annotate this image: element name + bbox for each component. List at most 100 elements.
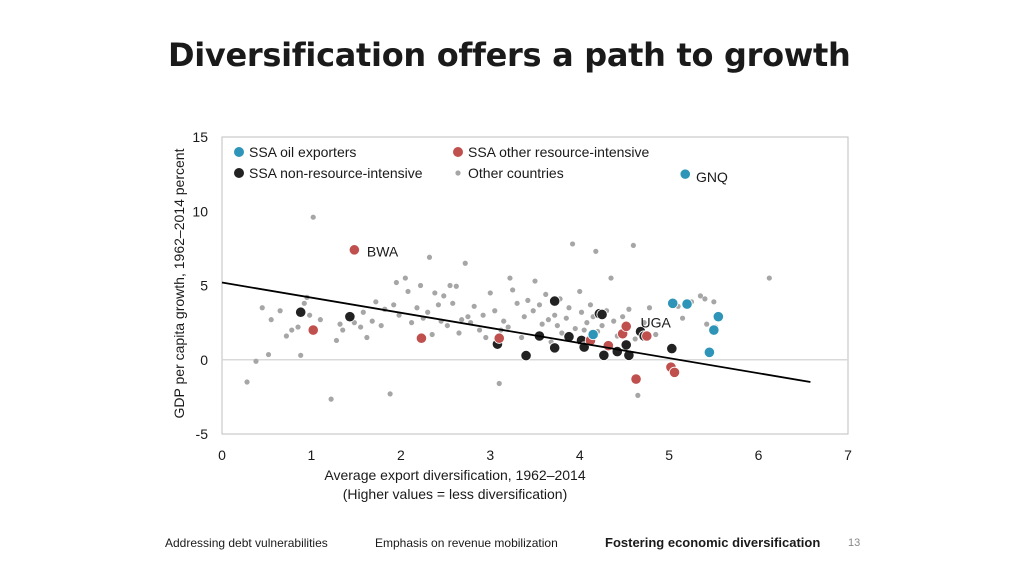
point-other (432, 290, 438, 296)
legend-label-other: Other countries (468, 165, 564, 181)
point-other-resource (415, 332, 428, 344)
point-other (333, 337, 340, 344)
point-other (453, 283, 459, 289)
point-other (259, 305, 265, 311)
point-other (584, 320, 590, 326)
point-other (711, 299, 717, 305)
point-other (487, 290, 493, 296)
point-other (471, 303, 477, 309)
page-title: Diversification offers a path to growth (168, 36, 851, 74)
point-other (483, 334, 489, 341)
point-other (310, 214, 316, 220)
point-oil (708, 324, 720, 336)
point-other (554, 322, 560, 329)
point-other (462, 260, 468, 266)
point-other-resource (630, 373, 642, 385)
point-other (587, 302, 594, 308)
point-other (301, 300, 307, 306)
point-other (429, 331, 435, 338)
x-tick-label: 1 (308, 447, 316, 463)
point-other (459, 317, 465, 323)
x-tick-label: 6 (755, 447, 763, 463)
annotation-bwa: BWA (367, 243, 399, 259)
y-axis-label: GDP per capita growth, 1962–2014 percent (171, 148, 187, 418)
point-other (340, 327, 346, 333)
point-other (444, 322, 450, 329)
x-tick-label: 0 (218, 447, 226, 463)
point-other (417, 282, 424, 289)
point-other (525, 297, 531, 303)
point-other (611, 318, 617, 324)
point-other (572, 325, 578, 332)
y-tick-label: 0 (200, 352, 208, 368)
point-other (539, 321, 545, 327)
point-other (265, 351, 272, 358)
point-other (408, 320, 415, 326)
point-other (476, 327, 483, 333)
point-other (545, 317, 552, 323)
point-other (536, 302, 543, 308)
x-tick-label: 5 (665, 447, 673, 463)
point-other-resource (668, 366, 681, 378)
legend-marker-oil (234, 147, 244, 157)
point-other (608, 275, 614, 281)
point-other (387, 391, 393, 397)
point-other-resource (620, 320, 632, 332)
point-other (501, 318, 507, 324)
point-other (393, 279, 399, 286)
point-other (552, 312, 558, 318)
legend-label-other-resource: SSA other resource-intensive (468, 144, 650, 160)
point-other (414, 305, 420, 311)
point-other (358, 324, 364, 330)
x-tick-label: 3 (486, 447, 494, 463)
point-other (289, 327, 295, 333)
point-other (277, 308, 283, 314)
point-other (505, 324, 511, 330)
point-oil (703, 346, 715, 358)
point-other (646, 305, 653, 311)
footer-link-revenue[interactable]: Emphasis on revenue mobilization (375, 536, 558, 550)
point-other (426, 254, 433, 260)
point-other (697, 293, 704, 299)
point-other (253, 358, 259, 364)
x-tick-label: 4 (576, 447, 584, 463)
point-non-resource (620, 339, 632, 351)
point-other (402, 275, 408, 281)
point-other (396, 312, 402, 318)
point-non-resource (549, 342, 561, 354)
y-tick-label: -5 (196, 426, 209, 442)
point-other (626, 306, 632, 312)
y-tick-label: 10 (192, 203, 208, 219)
footer-link-diversification[interactable]: Fostering economic diversification (605, 535, 821, 550)
point-other (364, 334, 370, 341)
point-other-resource (348, 244, 360, 256)
point-other (518, 334, 525, 341)
point-non-resource (295, 306, 307, 318)
point-oil (667, 297, 679, 309)
point-other (766, 275, 772, 281)
point-oil (587, 328, 599, 341)
point-non-resource (520, 349, 532, 362)
annotation-gnq: GNQ (696, 169, 728, 185)
point-non-resource (549, 295, 561, 307)
point-other (521, 314, 527, 320)
footer-link-debt[interactable]: Addressing debt vulnerabilities (165, 536, 328, 550)
point-other (632, 336, 638, 342)
point-other (620, 314, 626, 320)
point-other (507, 275, 513, 281)
point-other (328, 396, 334, 402)
point-other (559, 330, 565, 336)
x-tick-label: 7 (844, 447, 852, 463)
point-non-resource (598, 349, 610, 361)
point-other-resource (493, 332, 505, 344)
point-other (702, 296, 708, 302)
point-other (641, 320, 647, 326)
point-other (563, 315, 569, 321)
point-other (530, 308, 536, 314)
plot-frame (221, 136, 849, 435)
point-other (599, 322, 605, 329)
point-oil (679, 168, 691, 180)
point-other (378, 322, 384, 329)
point-other (295, 324, 301, 330)
point-other (653, 331, 659, 338)
